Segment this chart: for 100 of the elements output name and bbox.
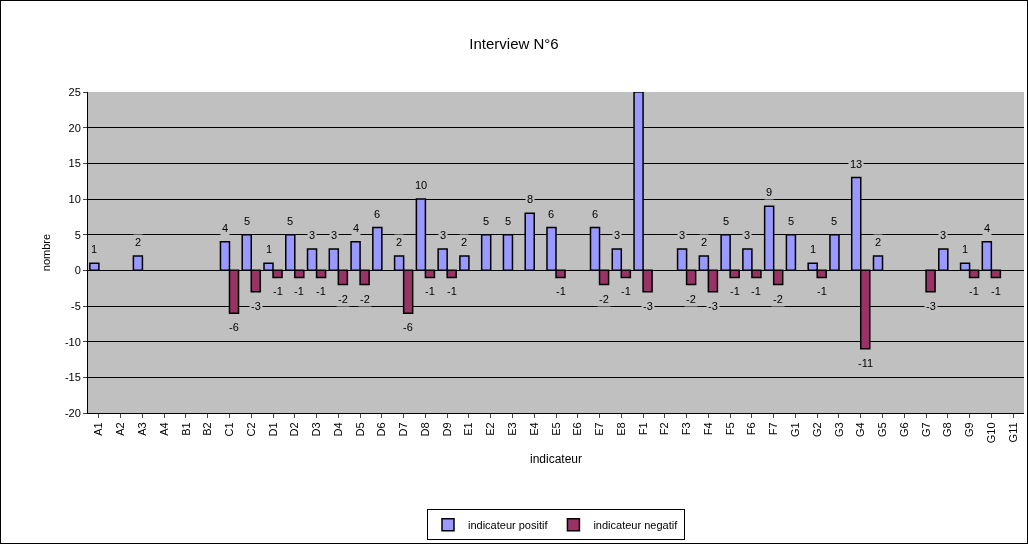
data-label: 3 xyxy=(744,229,751,241)
x-tick-label: G3 xyxy=(832,422,845,438)
x-tick-label: G1 xyxy=(789,422,802,438)
x-tick-label: E4 xyxy=(527,422,540,436)
data-label: -2 xyxy=(360,293,370,305)
y-tick-label: 20 xyxy=(68,121,81,134)
data-label: -1 xyxy=(969,285,979,297)
data-label: -3 xyxy=(643,300,653,312)
data-label: -1 xyxy=(425,285,435,297)
x-tick-label: F5 xyxy=(723,422,736,436)
data-label: 5 xyxy=(483,215,490,227)
data-label: -1 xyxy=(817,285,827,297)
data-label: 3 xyxy=(940,229,947,241)
data-label: -1 xyxy=(294,285,304,297)
data-label: 3 xyxy=(331,229,338,241)
data-label: -3 xyxy=(926,300,936,312)
data-label: -1 xyxy=(991,285,1001,297)
x-tick-label: E6 xyxy=(571,422,584,436)
x-tick-label: B1 xyxy=(179,422,192,436)
x-tick-label: F2 xyxy=(658,422,671,436)
data-label: -1 xyxy=(556,285,566,297)
x-tick-label: G7 xyxy=(919,422,932,438)
data-label: 3 xyxy=(309,229,316,241)
y-tick-label: 25 xyxy=(68,85,81,98)
data-label: 3 xyxy=(440,229,447,241)
data-label: 9 xyxy=(766,186,773,198)
x-tick-label: F7 xyxy=(767,422,780,436)
y-tick-label: -5 xyxy=(71,299,81,312)
data-label: 5 xyxy=(287,215,294,227)
x-axis-title: indicateur xyxy=(529,452,583,467)
data-label: 6 xyxy=(592,208,599,220)
data-label: 4 xyxy=(222,222,229,234)
x-tick-label: E5 xyxy=(549,422,562,436)
data-label: -1 xyxy=(273,285,283,297)
data-label: -1 xyxy=(621,285,631,297)
x-tick-label: G5 xyxy=(876,422,889,438)
x-tick-label: F6 xyxy=(745,422,758,436)
data-label: 5 xyxy=(831,215,838,227)
x-tick-label: E2 xyxy=(484,422,497,436)
data-label: 5 xyxy=(723,215,730,227)
data-label: 5 xyxy=(788,215,795,227)
data-label: 6 xyxy=(374,208,381,220)
data-label: -1 xyxy=(316,285,326,297)
x-tick-label: D9 xyxy=(440,422,453,437)
x-tick-label: D3 xyxy=(310,422,323,437)
y-tick-label: -20 xyxy=(64,406,81,419)
y-tick-label: 5 xyxy=(74,228,81,241)
data-label: -2 xyxy=(599,293,609,305)
data-label: 2 xyxy=(461,236,468,248)
x-tick-label: G6 xyxy=(897,422,910,438)
data-label: 2 xyxy=(701,236,708,248)
legend-label: indicateur positif xyxy=(468,519,549,532)
data-label: -2 xyxy=(338,293,348,305)
x-tick-label: E3 xyxy=(506,422,519,436)
y-axis-title: nombre xyxy=(39,233,52,272)
data-label: 1 xyxy=(810,243,817,255)
data-label: 1 xyxy=(266,243,273,255)
x-tick-label: D6 xyxy=(375,422,388,437)
legend-label: indicateur negatif xyxy=(593,519,679,532)
x-tick-label: E7 xyxy=(593,422,606,436)
x-tick-label: F3 xyxy=(680,422,693,436)
data-label: 3 xyxy=(679,229,686,241)
x-tick-label: G9 xyxy=(963,422,976,438)
x-tick-label: G8 xyxy=(941,422,954,438)
x-tick-label: A3 xyxy=(135,422,148,436)
data-label: -6 xyxy=(403,321,413,333)
data-label: -2 xyxy=(686,293,696,305)
x-tick-label: G11 xyxy=(1006,422,1019,443)
y-tick-label: -10 xyxy=(64,335,81,348)
data-label: 8 xyxy=(527,193,534,205)
data-label: 5 xyxy=(505,215,512,227)
data-label: 3 xyxy=(614,229,621,241)
data-label: -11 xyxy=(858,357,874,369)
x-tick-label: C1 xyxy=(223,422,236,437)
x-tick-label: A2 xyxy=(114,422,127,436)
x-tick-label: B2 xyxy=(201,422,214,436)
data-label: 4 xyxy=(353,222,360,234)
x-tick-label: C2 xyxy=(244,422,257,437)
x-tick-label: D8 xyxy=(418,422,431,437)
x-tick-label: D2 xyxy=(288,422,301,437)
y-tick-label: 10 xyxy=(68,192,81,205)
y-tick-label: 0 xyxy=(74,264,81,277)
x-tick-label: E1 xyxy=(462,422,475,436)
x-tick-label: G4 xyxy=(854,422,867,438)
data-label: -6 xyxy=(229,321,239,333)
data-label: 10 xyxy=(415,179,428,191)
data-label: 5 xyxy=(244,215,251,227)
data-label: 2 xyxy=(875,236,882,248)
x-tick-label: D5 xyxy=(353,422,366,437)
x-tick-label: D4 xyxy=(331,422,344,437)
data-label: -1 xyxy=(447,285,457,297)
data-label: -2 xyxy=(773,293,783,305)
data-label: -1 xyxy=(730,285,740,297)
x-tick-label: G2 xyxy=(810,422,823,438)
x-tick-label: A1 xyxy=(92,422,105,436)
chart-title: Interview N°6 xyxy=(469,35,559,53)
data-label: 1 xyxy=(962,243,969,255)
data-label: -3 xyxy=(251,300,261,312)
x-tick-label: E8 xyxy=(614,422,627,436)
x-tick-label: D7 xyxy=(397,422,410,437)
